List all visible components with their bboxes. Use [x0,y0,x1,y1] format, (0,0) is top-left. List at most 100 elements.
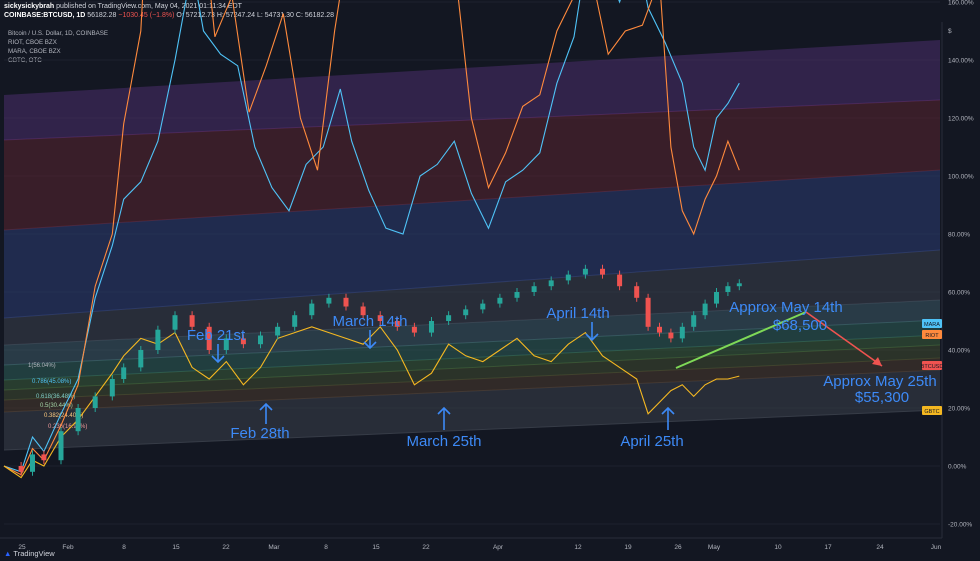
symbol-label[interactable]: COINBASE:BTCUSD, 1D [4,12,86,19]
btc-candle[interactable] [206,326,212,350]
price-badge-label: MARA [924,322,940,328]
annotation-label[interactable]: Feb 28th [230,425,289,442]
btc-candle[interactable] [565,274,571,281]
btc-candle[interactable] [679,326,685,339]
fib-band [4,358,940,412]
author-name[interactable]: sickysickybrah [4,3,55,10]
fib-band [4,170,940,318]
btc-candle[interactable] [75,408,81,432]
btc-candle[interactable] [41,454,47,461]
btc-candle[interactable] [121,367,127,379]
btc-candle[interactable] [189,315,195,327]
y-tick-label: 140.00% [948,58,974,65]
series-line-riot[interactable] [3,0,740,476]
tradingview-logo-icon: ▲ [4,549,12,558]
btc-candle[interactable] [411,326,417,333]
btc-candle[interactable] [600,268,605,275]
btc-candle[interactable] [617,274,623,287]
price-badge-riot[interactable] [922,330,942,339]
btc-candle[interactable] [275,326,281,336]
btc-candle[interactable] [30,454,35,472]
btc-candle[interactable] [736,283,742,287]
published-text: published on TradingView.com, May 04, 20… [56,3,242,10]
btc-candle[interactable] [463,309,469,316]
btc-candle[interactable] [702,303,708,316]
price-badge-btcusd[interactable] [922,361,942,370]
x-tick-label: 24 [876,544,884,551]
btc-candle[interactable] [429,321,434,333]
btc-candle[interactable] [155,329,161,350]
x-tick-label: May [708,544,721,551]
x-tick-label: 8 [122,544,126,551]
price-badge-mara[interactable] [922,319,942,328]
price-badge-gbtc[interactable] [922,406,942,415]
btc-candle[interactable] [223,338,229,350]
btc-candle[interactable] [514,292,520,298]
btc-candle[interactable] [343,297,349,307]
fib-band [4,40,940,140]
btc-candle[interactable] [668,332,674,339]
annotation-label[interactable]: April 14th [546,305,609,322]
y-tick-label: -20.00% [948,522,972,529]
annotation-arrowhead [437,406,451,415]
annotation-label[interactable]: March 25th [406,433,481,450]
y-tick-label: 160.00% [948,0,974,7]
annotation-label[interactable]: Feb 21st [187,327,246,344]
btc-candle[interactable] [497,297,503,304]
btc-candle[interactable] [360,306,366,316]
fib-label: 0.618(36.48%) [36,394,75,400]
fib-label: 0.5(30.44%) [40,403,73,409]
btc-candle[interactable] [657,326,662,333]
price-badge-label: RIOT [925,333,939,339]
btc-candle[interactable] [172,315,178,330]
legend-mara[interactable]: MARA, CBOE BZX [8,48,61,55]
x-tick-label: 22 [422,544,430,551]
btc-candle[interactable] [292,315,298,327]
btc-candle[interactable] [394,321,400,327]
btc-candle[interactable] [258,335,263,345]
annotation-value[interactable]: $68,500 [773,317,827,334]
btc-candle[interactable] [691,315,697,327]
legend-btcusd[interactable]: Bitcoin / U.S. Dollar, 1D, COINBASE [8,30,109,37]
btc-candle[interactable] [92,396,98,408]
tradingview-logo[interactable]: ▲ TradingView [4,549,55,558]
btc-candle[interactable] [326,297,332,304]
legend-riot[interactable]: RIOT, CBOE BZX [8,39,57,46]
annotation-label[interactable]: Approx May 25th [823,373,936,390]
btc-candle[interactable] [531,286,537,292]
price-change: −1030.45 (−1.8%) [118,12,175,19]
btc-candle[interactable] [548,280,554,287]
btc-candle[interactable] [582,268,588,275]
btc-candle[interactable] [138,350,144,368]
y-tick-label: 100.00% [948,174,974,181]
fib-level-line [3,409,941,451]
btc-candle[interactable] [725,286,731,292]
btc-candle[interactable] [240,338,246,345]
annotation-label[interactable]: March 14th [332,313,407,330]
fib-label: 1(56.04%) [28,363,56,369]
price-badge-label: GBTC [924,409,939,415]
series-line-mara[interactable] [3,0,740,473]
btc-candle[interactable] [480,303,486,310]
fib-label: 0.382(24.40%) [44,413,83,419]
btc-candle[interactable] [309,303,315,316]
btc-candle[interactable] [634,286,640,298]
btc-candle[interactable] [377,315,383,321]
annotation-arrowhead [211,355,225,364]
annotation-arrowhead [585,333,599,342]
fib-band [4,100,940,230]
annotation-label[interactable]: Approx May 14th [729,299,842,316]
annotation-value[interactable]: $55,300 [855,389,909,406]
annotation-arrowhead [661,406,675,415]
btc-candle[interactable] [58,431,64,461]
btc-candle[interactable] [446,315,452,321]
btc-candle[interactable] [18,466,24,472]
x-tick-label: 26 [674,544,682,551]
annotation-label[interactable]: April 25th [620,433,683,450]
series-line-gbtc[interactable] [3,325,740,479]
btc-candle[interactable] [645,297,651,327]
btc-candle[interactable] [714,292,719,304]
btc-candle[interactable] [109,379,115,397]
y-tick-label: 20.00% [948,406,970,413]
